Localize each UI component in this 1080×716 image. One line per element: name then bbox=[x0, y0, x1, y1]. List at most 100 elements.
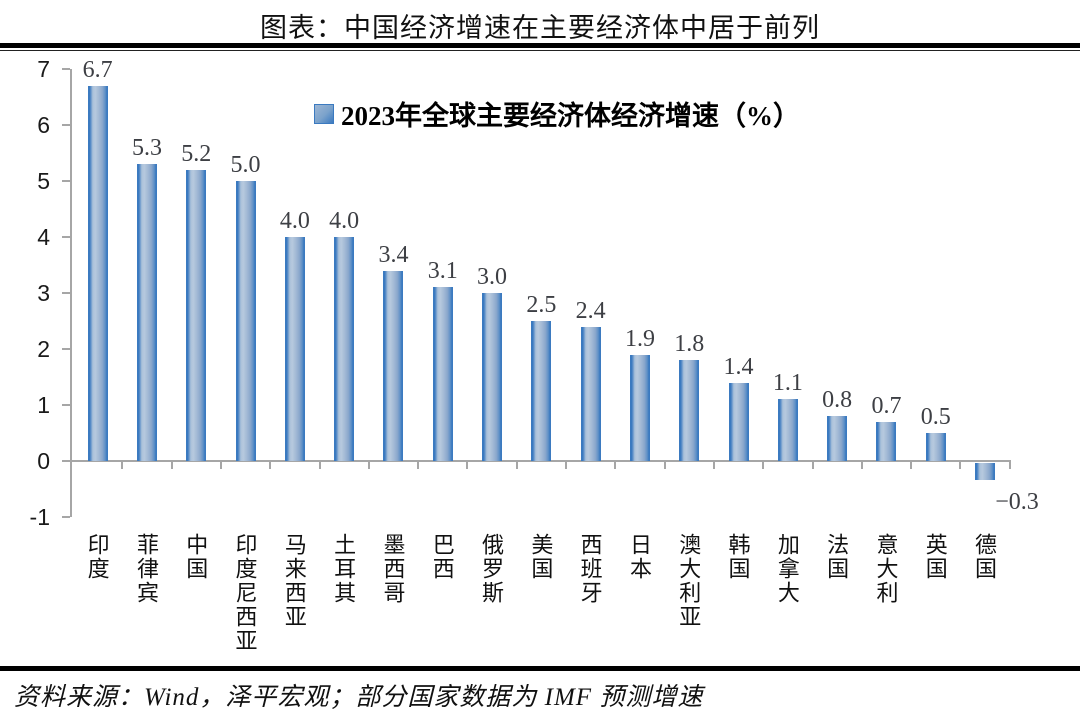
value-label-6: 3.4 bbox=[378, 241, 409, 268]
x-axis-tick bbox=[515, 461, 518, 469]
value-label-3: 5.0 bbox=[230, 152, 261, 178]
y-axis-tick bbox=[62, 404, 70, 406]
y-axis-tick-label: -1 bbox=[29, 504, 50, 530]
y-axis-tick-label: 1 bbox=[37, 392, 50, 418]
category-label-15: 法国 bbox=[824, 533, 850, 581]
x-axis-line bbox=[69, 460, 1011, 462]
bar-4 bbox=[284, 237, 305, 461]
value-label-9: 2.5 bbox=[526, 292, 557, 318]
x-axis-tick bbox=[121, 461, 124, 469]
category-label-14: 加拿大 bbox=[774, 533, 800, 605]
value-label-12: 1.8 bbox=[674, 331, 705, 358]
x-axis-tick bbox=[417, 461, 420, 469]
bar-11 bbox=[629, 354, 650, 461]
x-axis-tick bbox=[762, 461, 765, 469]
y-axis-tick bbox=[62, 292, 70, 294]
x-axis-tick bbox=[860, 461, 863, 469]
bar-6 bbox=[383, 270, 404, 461]
bar-16 bbox=[876, 421, 897, 461]
x-axis-tick bbox=[712, 461, 715, 469]
growth-bar-chart: 2023年全球主要经济体经济增速（%） 7 6 5 4 3 2 1 0 -1 6.7 印度 5.3 菲律… bbox=[0, 51, 1080, 666]
category-label-6: 墨西哥 bbox=[380, 533, 406, 605]
x-axis-tick bbox=[219, 461, 222, 469]
x-axis-tick bbox=[811, 461, 814, 469]
page-title: 图表：中国经济增速在主要经济体中居于前列 bbox=[260, 13, 820, 43]
bar-9 bbox=[531, 321, 552, 461]
chart-legend: 2023年全球主要经济体经济增速（%） bbox=[314, 94, 800, 133]
value-label-8: 3.0 bbox=[477, 264, 508, 290]
value-label-18: −0.3 bbox=[995, 488, 1039, 515]
bar-2 bbox=[186, 169, 207, 461]
value-label-10: 2.4 bbox=[575, 297, 606, 324]
value-label-13: 1.4 bbox=[723, 353, 754, 380]
x-axis-tick bbox=[367, 461, 370, 469]
x-axis-tick bbox=[663, 461, 666, 469]
x-axis-tick bbox=[959, 461, 962, 469]
bar-1 bbox=[136, 164, 157, 461]
category-label-13: 韩国 bbox=[725, 533, 751, 581]
source-note: 资料来源：Wind，泽平宏观；部分国家数据为 IMF 预测增速 bbox=[14, 684, 704, 711]
value-label-4: 4.0 bbox=[279, 208, 310, 234]
y-axis-tick bbox=[62, 236, 70, 238]
y-axis-tick bbox=[62, 124, 70, 126]
divider-top-thick bbox=[0, 43, 1080, 48]
category-label-4: 马来西亚 bbox=[281, 533, 307, 629]
y-axis-tick-label: 4 bbox=[37, 224, 50, 250]
y-axis-tick-label: 2 bbox=[37, 336, 50, 362]
category-label-7: 巴西 bbox=[429, 533, 455, 581]
category-label-11: 日本 bbox=[626, 533, 652, 581]
category-label-2: 中国 bbox=[183, 533, 209, 581]
bar-17 bbox=[925, 433, 946, 461]
category-label-1: 菲律宾 bbox=[133, 533, 159, 605]
category-label-0: 印度 bbox=[84, 533, 110, 581]
value-label-0: 6.7 bbox=[82, 56, 113, 83]
y-axis-tick bbox=[62, 68, 70, 70]
category-label-3: 印度尼西亚 bbox=[232, 533, 258, 653]
legend-label: 2023年全球主要经济体经济增速（%） bbox=[341, 101, 800, 131]
x-axis-tick bbox=[269, 461, 272, 469]
x-axis-tick bbox=[565, 461, 567, 469]
y-axis-tick bbox=[62, 460, 70, 462]
value-label-11: 1.9 bbox=[624, 325, 655, 352]
bar-3 bbox=[235, 181, 256, 461]
y-axis-tick-label: 3 bbox=[37, 280, 50, 306]
value-label-5: 4.0 bbox=[329, 208, 360, 234]
x-axis-tick bbox=[614, 461, 617, 469]
bar-8 bbox=[482, 293, 503, 461]
bar-15 bbox=[827, 416, 848, 461]
bar-7 bbox=[432, 287, 453, 461]
bar-18 bbox=[975, 463, 996, 480]
bar-10 bbox=[580, 326, 601, 461]
y-axis-tick-label: 5 bbox=[37, 168, 50, 194]
x-axis-tick bbox=[1008, 461, 1011, 469]
value-label-1: 5.3 bbox=[131, 135, 162, 162]
category-label-5: 土耳其 bbox=[331, 533, 357, 605]
y-axis-tick bbox=[62, 516, 70, 518]
category-label-18: 德国 bbox=[972, 533, 998, 581]
category-label-8: 俄罗斯 bbox=[479, 533, 505, 605]
y-axis-tick bbox=[62, 348, 70, 350]
category-label-10: 西班牙 bbox=[577, 533, 603, 605]
value-label-14: 1.1 bbox=[772, 370, 803, 397]
legend-marker-icon bbox=[314, 103, 334, 124]
divider-top-thin bbox=[0, 50, 1080, 51]
bar-14 bbox=[777, 399, 798, 461]
value-label-15: 0.8 bbox=[822, 387, 853, 414]
x-axis-tick bbox=[170, 461, 173, 469]
value-label-16: 0.7 bbox=[871, 392, 902, 419]
bar-0 bbox=[87, 85, 108, 461]
y-axis-line bbox=[70, 69, 72, 517]
x-axis-tick bbox=[318, 461, 321, 469]
bar-13 bbox=[728, 382, 749, 461]
value-label-17: 0.5 bbox=[920, 404, 951, 430]
value-label-7: 3.1 bbox=[427, 258, 458, 285]
divider-bottom bbox=[0, 666, 1080, 671]
category-label-16: 意大利 bbox=[873, 533, 899, 605]
bar-12 bbox=[679, 360, 700, 461]
y-axis-tick-label: 0 bbox=[37, 448, 50, 474]
value-label-2: 5.2 bbox=[181, 140, 212, 167]
y-axis-tick-label: 6 bbox=[37, 112, 50, 138]
category-label-17: 英国 bbox=[922, 533, 948, 581]
x-axis-tick bbox=[466, 461, 469, 469]
